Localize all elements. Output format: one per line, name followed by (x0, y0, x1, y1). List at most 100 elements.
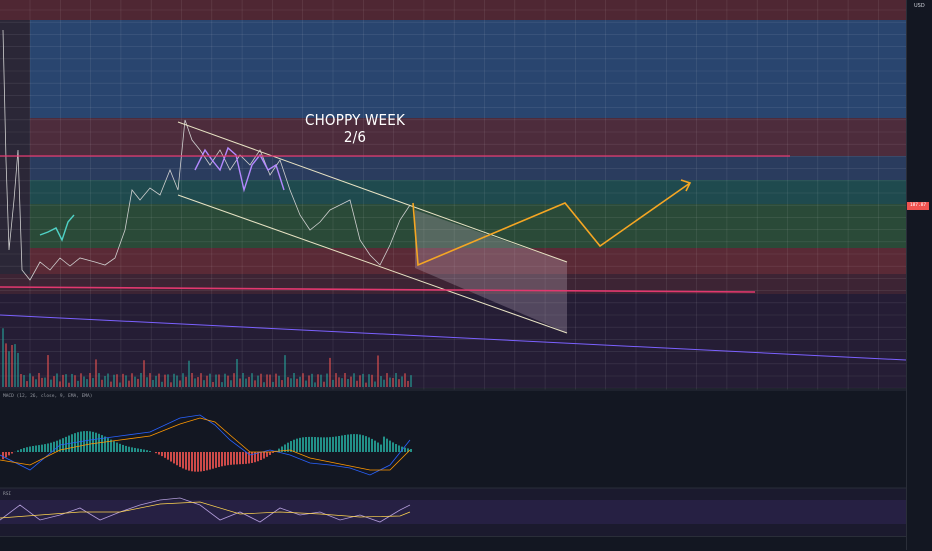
volume-bar (38, 373, 40, 387)
macd-bar (5, 452, 7, 457)
volume-bar (287, 377, 289, 387)
price-axis[interactable] (906, 0, 932, 550)
last-price-tag: 187.87 (907, 202, 929, 210)
volume-bar (113, 375, 115, 387)
volume-bar (257, 376, 259, 387)
volume-bar (176, 375, 178, 387)
macd-bar (377, 443, 379, 452)
volume-bar (203, 380, 205, 387)
macd-bar (101, 435, 103, 452)
macd-bar (158, 452, 160, 455)
volume-bar (179, 380, 181, 387)
volume-bar (395, 373, 397, 387)
volume-bar (131, 373, 133, 387)
macd-bar (305, 437, 307, 452)
macd-bar (239, 452, 241, 464)
volume-bar (17, 353, 19, 387)
macd-bar (20, 449, 22, 452)
macd-bar (200, 452, 202, 471)
volume-bar (239, 379, 241, 387)
macd-bar (209, 452, 211, 470)
macd-bar (242, 452, 244, 464)
volume-bar (23, 375, 25, 387)
volume-bar (116, 374, 118, 387)
macd-bar (23, 448, 25, 452)
macd-bar (2, 452, 4, 459)
volume-bar (389, 377, 391, 387)
volume-bar (110, 382, 112, 387)
volume-bar (98, 373, 100, 387)
macd-bar (236, 452, 238, 464)
macd-bar (161, 452, 163, 456)
volume-bar (290, 378, 292, 387)
volume-bar (347, 379, 349, 387)
axis-unit-label: USD (914, 3, 925, 9)
volume-bar (173, 374, 175, 387)
macd-bar (89, 431, 91, 452)
volume-bar (263, 382, 265, 387)
volume-bar (374, 382, 376, 387)
volume-bar (140, 373, 142, 387)
macd-bar (404, 448, 406, 452)
macd-bar (35, 446, 37, 452)
macd-bar (374, 441, 376, 452)
time-axis[interactable] (0, 536, 906, 551)
macd-bar (221, 452, 223, 466)
volume-bar (281, 380, 283, 387)
macd-bar (56, 441, 58, 452)
macd-bar (395, 444, 397, 452)
macd-bar (326, 437, 328, 452)
macd-bar (323, 437, 325, 452)
macd-bar (332, 437, 334, 452)
volume-bar (332, 380, 334, 387)
volume-bar (107, 374, 109, 387)
macd-bar (182, 452, 184, 468)
macd-bar (302, 437, 304, 452)
macd-bar (350, 434, 352, 452)
volume-bar (128, 381, 130, 387)
macd-bar (8, 452, 10, 455)
volume-bar (251, 373, 253, 387)
macd-bar (203, 452, 205, 471)
volume-bar (230, 380, 232, 387)
zone-dark (0, 294, 906, 388)
macd-bar (173, 452, 175, 463)
macd-bar (386, 439, 388, 452)
volume-bar (260, 374, 262, 387)
volume-bar (377, 355, 379, 387)
macd-bar (260, 452, 262, 460)
volume-bar (410, 375, 412, 387)
volume-bar (344, 373, 346, 387)
macd-bar (188, 452, 190, 471)
volume-bar (197, 377, 199, 387)
volume-bar (350, 377, 352, 387)
volume-bar (326, 374, 328, 387)
macd-bar (86, 431, 88, 452)
macd-bar (146, 450, 148, 452)
volume-bar (125, 375, 127, 387)
macd-bar (263, 452, 265, 459)
volume-bar (191, 373, 193, 387)
volume-bar (194, 378, 196, 387)
volume-bar (200, 373, 202, 387)
volume-bar (56, 373, 58, 387)
volume-bar (29, 373, 31, 387)
macd-label: MACD (12, 26, close, 9, EMA, EMA) (3, 394, 92, 399)
macd-bar (113, 441, 115, 452)
volume-bar (158, 374, 160, 387)
macd-bar (119, 444, 121, 452)
annotation-line2: 2/6 (290, 129, 420, 146)
macd-bar (137, 448, 139, 452)
macd-bar (380, 445, 382, 452)
macd-bar (140, 449, 142, 452)
zone-left-strip (0, 20, 30, 274)
volume-bar (293, 373, 295, 387)
volume-bar (398, 379, 400, 387)
volume-bar (35, 379, 37, 387)
volume-bar (368, 374, 370, 387)
macd-bar (365, 436, 367, 452)
macd-bar (212, 452, 214, 469)
volume-bar (122, 374, 124, 387)
volume-bar (26, 381, 28, 387)
